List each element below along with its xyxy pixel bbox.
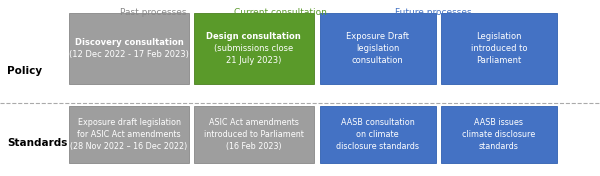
Text: 21 July 2023): 21 July 2023) bbox=[226, 56, 281, 65]
FancyBboxPatch shape bbox=[69, 106, 189, 163]
Text: (28 Nov 2022 – 16 Dec 2022): (28 Nov 2022 – 16 Dec 2022) bbox=[70, 142, 188, 151]
FancyBboxPatch shape bbox=[441, 106, 557, 163]
FancyBboxPatch shape bbox=[441, 13, 557, 84]
FancyBboxPatch shape bbox=[194, 106, 314, 163]
Text: Exposure Draft: Exposure Draft bbox=[346, 32, 409, 41]
FancyBboxPatch shape bbox=[69, 13, 189, 84]
Text: climate disclosure: climate disclosure bbox=[462, 130, 536, 139]
Text: Past processes: Past processes bbox=[120, 8, 186, 17]
Text: Standards: Standards bbox=[7, 139, 68, 148]
Text: Policy: Policy bbox=[7, 66, 43, 76]
Text: (submissions close: (submissions close bbox=[214, 44, 293, 53]
FancyBboxPatch shape bbox=[320, 13, 436, 84]
Text: AASB consultation: AASB consultation bbox=[341, 118, 415, 127]
Text: consultation: consultation bbox=[352, 56, 404, 65]
Text: introduced to: introduced to bbox=[470, 44, 527, 53]
Text: introduced to Parliament: introduced to Parliament bbox=[204, 130, 304, 139]
FancyBboxPatch shape bbox=[194, 13, 314, 84]
Text: Discovery consultation: Discovery consultation bbox=[74, 38, 184, 47]
Text: legislation: legislation bbox=[356, 44, 400, 53]
Text: on climate: on climate bbox=[356, 130, 399, 139]
Text: Future processes: Future processes bbox=[395, 8, 472, 17]
Text: Exposure draft legislation: Exposure draft legislation bbox=[77, 118, 181, 127]
Text: Legislation: Legislation bbox=[476, 32, 521, 41]
Text: ASIC Act amendments: ASIC Act amendments bbox=[209, 118, 299, 127]
Text: Design consultation: Design consultation bbox=[206, 32, 301, 41]
Text: Parliament: Parliament bbox=[476, 56, 521, 65]
FancyBboxPatch shape bbox=[320, 106, 436, 163]
Text: (12 Dec 2022 - 17 Feb 2023): (12 Dec 2022 - 17 Feb 2023) bbox=[69, 50, 189, 59]
Text: (16 Feb 2023): (16 Feb 2023) bbox=[226, 142, 281, 151]
Text: Current consultation: Current consultation bbox=[235, 8, 327, 17]
Text: for ASIC Act amendments: for ASIC Act amendments bbox=[77, 130, 181, 139]
Text: AASB issues: AASB issues bbox=[475, 118, 523, 127]
Text: disclosure standards: disclosure standards bbox=[336, 142, 419, 151]
Text: standards: standards bbox=[479, 142, 519, 151]
